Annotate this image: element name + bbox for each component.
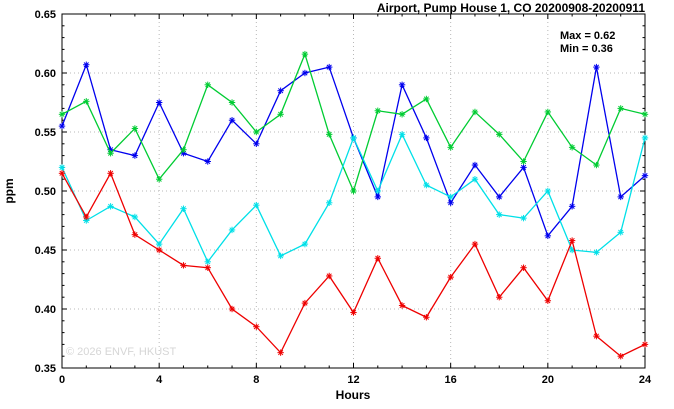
x-tick-label: 16 <box>445 374 457 386</box>
annotation-min: Min = 0.36 <box>560 43 613 55</box>
series-red-line <box>61 171 646 357</box>
series-red-markers <box>58 170 649 360</box>
series-cyan-markers <box>58 131 649 265</box>
y-tick-label: 0.55 <box>35 127 56 139</box>
x-tick-label: 24 <box>639 374 652 386</box>
plot-border <box>61 13 646 369</box>
y-tick-label: 0.45 <box>35 245 56 257</box>
tick-labels: 0 4 8 12 16 20 24 0.35 0.40 0.45 0.50 0.55 0.60 0.65 <box>35 9 652 386</box>
y-tick-label: 0.60 <box>35 68 56 80</box>
y-tick-label: 0.40 <box>35 304 56 316</box>
x-tick-label: 8 <box>253 374 259 386</box>
x-tick-label: 20 <box>542 374 554 386</box>
chart-title: Airport, Pump House 1, CO 20200908-20200… <box>377 1 645 15</box>
y-axis-label: ppm <box>2 178 16 203</box>
series-blue-markers <box>58 61 649 240</box>
x-tick-label: 4 <box>156 374 163 386</box>
y-tick-label: 0.35 <box>35 363 56 375</box>
series-green-markers <box>58 50 649 195</box>
annotation-max: Max = 0.62 <box>560 30 615 42</box>
x-axis-label: Hours <box>336 388 371 402</box>
watermark: © 2026 ENVF, HKUST <box>66 346 176 358</box>
y-tick-label: 0.65 <box>35 9 56 21</box>
plot-area: 0 4 8 12 16 20 24 0.35 0.40 0.45 0.50 0.55 0.60 0.65 <box>35 9 652 386</box>
x-tick-label: 0 <box>59 374 65 386</box>
x-tick-label: 12 <box>347 374 359 386</box>
y-tick-label: 0.50 <box>35 186 56 198</box>
